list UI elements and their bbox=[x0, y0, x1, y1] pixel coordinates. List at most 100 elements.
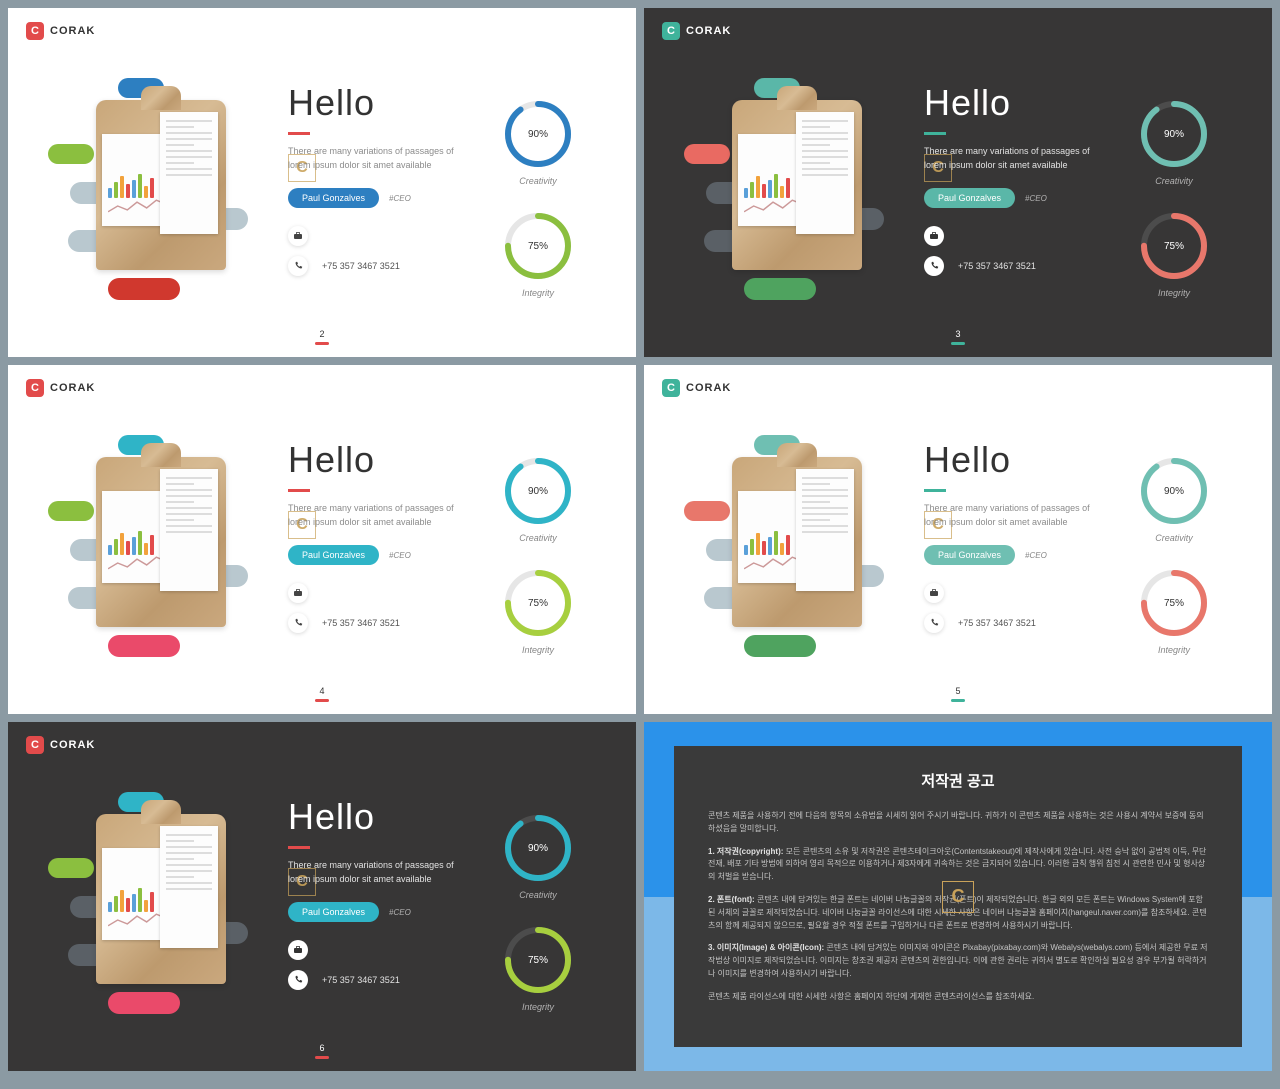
phone-number: +75 357 3467 3521 bbox=[322, 975, 400, 985]
ring-integrity: 75% Integrity bbox=[488, 210, 588, 298]
slide-description: There are many variations of passages of… bbox=[288, 502, 478, 529]
doc-lines bbox=[802, 477, 848, 537]
ring-pct: 90% bbox=[1138, 98, 1210, 170]
copyright-item-1: 1. 저작권(copyright): 모든 콘텐츠의 소유 및 저작권은 콘텐츠… bbox=[708, 846, 1208, 884]
pill-left bbox=[684, 501, 730, 521]
author-role: #CEO bbox=[389, 908, 411, 917]
brand-logo: C CORAK bbox=[662, 22, 731, 40]
metrics: 90% Creativity 75% Integrity bbox=[488, 812, 588, 1036]
bar-chart bbox=[108, 531, 154, 555]
brand-name: CORAK bbox=[686, 25, 731, 37]
briefcase-icon bbox=[288, 940, 308, 960]
ring-creativity: 90% Creativity bbox=[488, 455, 588, 543]
briefcase-icon bbox=[288, 226, 308, 246]
author-name: Paul Gonzalves bbox=[288, 902, 379, 922]
ring-label: Creativity bbox=[1124, 533, 1224, 543]
phone-number: +75 357 3467 3521 bbox=[958, 618, 1036, 628]
progress-ring: 90% bbox=[1138, 98, 1210, 170]
metrics: 90% Creativity 75% Integrity bbox=[1124, 455, 1224, 679]
paper-doc bbox=[160, 826, 218, 948]
copyright-slide: 저작권 공고 콘텐츠 제품을 사용하기 전에 다음의 항목의 소유법을 시세히 … bbox=[644, 722, 1272, 1071]
logo-badge: C bbox=[26, 736, 44, 754]
logo-badge: C bbox=[662, 379, 680, 397]
paper-doc bbox=[160, 469, 218, 591]
ring-label: Integrity bbox=[488, 645, 588, 655]
pill-left bbox=[48, 144, 94, 164]
contacts: +75 357 3467 3521 bbox=[924, 583, 1114, 633]
logo-badge: C bbox=[26, 22, 44, 40]
accent-bar bbox=[924, 132, 946, 135]
ring-pct: 90% bbox=[502, 812, 574, 884]
doc-lines bbox=[802, 120, 848, 180]
ring-pct: 75% bbox=[1138, 567, 1210, 639]
ring-integrity: 75% Integrity bbox=[1124, 567, 1224, 655]
copyright-intro: 콘텐츠 제품을 사용하기 전에 다음의 항목의 소유법을 시세히 읽어 주시기 … bbox=[708, 810, 1208, 836]
slide: C CORAK C bbox=[8, 8, 636, 357]
brand-name: CORAK bbox=[50, 25, 95, 37]
phone-number: +75 357 3467 3521 bbox=[322, 618, 400, 628]
author-row: Paul Gonzalves #CEO bbox=[288, 188, 478, 208]
accent-bar bbox=[924, 489, 946, 492]
ring-creativity: 90% Creativity bbox=[488, 98, 588, 186]
phone-icon bbox=[288, 970, 308, 990]
bar-chart bbox=[108, 888, 154, 912]
ring-label: Creativity bbox=[488, 176, 588, 186]
ring-label: Creativity bbox=[1124, 176, 1224, 186]
bar-chart bbox=[108, 174, 154, 198]
page-number: 5 bbox=[951, 686, 965, 702]
author-name: Paul Gonzalves bbox=[288, 545, 379, 565]
pill-bottom bbox=[108, 992, 180, 1014]
slide-description: There are many variations of passages of… bbox=[288, 145, 478, 172]
brand-logo: C CORAK bbox=[26, 379, 95, 397]
slide-title: Hello bbox=[288, 82, 478, 124]
brand-logo: C CORAK bbox=[26, 736, 95, 754]
copyright-title: 저작권 공고 bbox=[708, 770, 1208, 794]
ring-integrity: 75% Integrity bbox=[1124, 210, 1224, 298]
ring-label: Creativity bbox=[488, 533, 588, 543]
ring-label: Integrity bbox=[1124, 288, 1224, 298]
author-role: #CEO bbox=[1025, 194, 1047, 203]
slide-title: Hello bbox=[924, 82, 1114, 124]
ring-label: Integrity bbox=[488, 1002, 588, 1012]
page-bar bbox=[951, 342, 965, 345]
brand-logo: C CORAK bbox=[26, 22, 95, 40]
ring-integrity: 75% Integrity bbox=[488, 924, 588, 1012]
progress-ring: 75% bbox=[1138, 210, 1210, 282]
progress-ring: 90% bbox=[502, 98, 574, 170]
page-bar bbox=[951, 699, 965, 702]
progress-ring: 90% bbox=[502, 455, 574, 527]
metrics: 90% Creativity 75% Integrity bbox=[488, 98, 588, 322]
page-number: 4 bbox=[315, 686, 329, 702]
pill-left bbox=[48, 501, 94, 521]
phone-icon bbox=[924, 256, 944, 276]
ring-pct: 75% bbox=[1138, 210, 1210, 282]
slide: C CORAK C bbox=[644, 8, 1272, 357]
copyright-item-3: 3. 이미지(Image) & 아이콘(Icon): 콘텐츠 내에 담겨있는 이… bbox=[708, 942, 1208, 980]
line-chart bbox=[108, 910, 166, 930]
pill-bottom bbox=[744, 635, 816, 657]
line-chart bbox=[744, 553, 802, 573]
logo-badge: C bbox=[662, 22, 680, 40]
ring-label: Creativity bbox=[488, 890, 588, 900]
ring-label: Integrity bbox=[1124, 645, 1224, 655]
metrics: 90% Creativity 75% Integrity bbox=[488, 455, 588, 679]
line-chart bbox=[108, 553, 166, 573]
author-row: Paul Gonzalves #CEO bbox=[288, 545, 478, 565]
copyright-footer: 콘텐츠 제품 라이선스에 대한 시세한 사항은 홈페이지 하단에 게재한 콘텐츠… bbox=[708, 991, 1208, 1004]
paper-doc bbox=[796, 112, 854, 234]
pill-bottom bbox=[108, 635, 180, 657]
progress-ring: 75% bbox=[502, 210, 574, 282]
copyright-panel: 저작권 공고 콘텐츠 제품을 사용하기 전에 다음의 항목의 소유법을 시세히 … bbox=[674, 746, 1242, 1047]
author-row: Paul Gonzalves #CEO bbox=[924, 545, 1114, 565]
illustration bbox=[684, 78, 884, 318]
illustration bbox=[684, 435, 884, 675]
illustration bbox=[48, 792, 248, 1032]
accent-bar bbox=[288, 132, 310, 135]
pill-bottom bbox=[744, 278, 816, 300]
bar-chart bbox=[744, 174, 790, 198]
content: Hello There are many variations of passa… bbox=[288, 796, 478, 1000]
content: Hello There are many variations of passa… bbox=[288, 439, 478, 643]
doc-lines bbox=[166, 120, 212, 180]
slide-description: There are many variations of passages of… bbox=[288, 859, 478, 886]
briefcase-icon bbox=[924, 226, 944, 246]
